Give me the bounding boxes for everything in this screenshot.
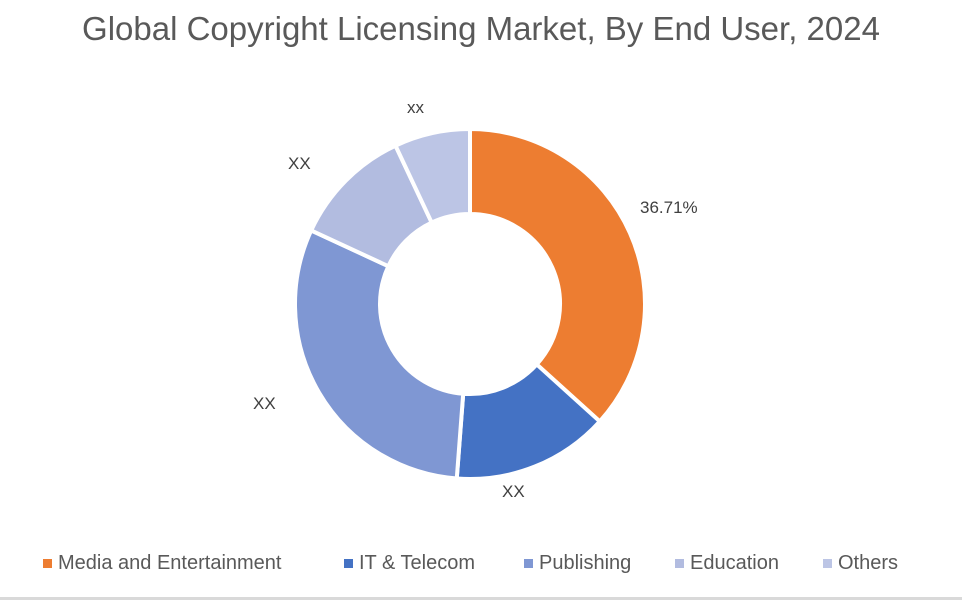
data-label-education: XX	[288, 154, 311, 173]
data-label-it-telecom: XX	[502, 482, 525, 501]
legend-item-education[interactable]: Education	[675, 548, 779, 578]
donut-slice-media-and-entertainment[interactable]	[468, 126, 647, 425]
chart-legend: Media and Entertainment IT & Telecom Pub…	[0, 548, 962, 578]
legend-marker-icon	[675, 558, 684, 568]
legend-item-media-and-entertainment[interactable]: Media and Entertainment	[43, 548, 281, 578]
chart-title: Global Copyright Licensing Market, By En…	[82, 10, 880, 47]
legend-label: Education	[690, 551, 779, 574]
data-label-media-and-entertainment: 36.71%	[640, 198, 698, 217]
donut-slices	[293, 126, 647, 481]
donut-slice-publishing[interactable]	[293, 227, 466, 481]
legend-marker-icon	[524, 558, 533, 568]
bottom-border	[0, 597, 962, 600]
legend-marker-icon	[823, 558, 832, 568]
data-label-others: xx	[407, 98, 424, 117]
legend-label: IT & Telecom	[359, 551, 475, 574]
donut-slice-others[interactable]	[392, 126, 472, 226]
legend-label: Publishing	[539, 551, 632, 574]
legend-item-others[interactable]: Others	[823, 548, 898, 578]
data-label-publishing: XX	[253, 394, 276, 413]
legend-marker-icon	[43, 558, 52, 568]
legend-item-it-telecom[interactable]: IT & Telecom	[344, 548, 475, 578]
legend-marker-icon	[344, 558, 353, 568]
legend-item-publishing[interactable]: Publishing	[524, 548, 631, 578]
legend-label: Media and Entertainment	[58, 551, 282, 574]
legend-label: Others	[838, 551, 899, 574]
